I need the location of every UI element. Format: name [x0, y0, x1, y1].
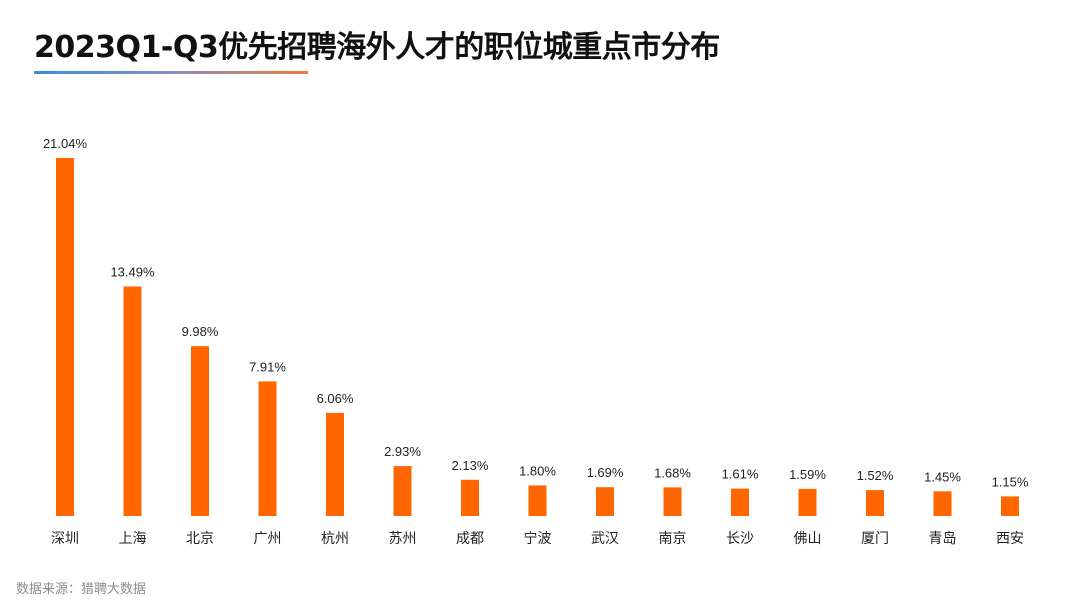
bar-value-label: 9.98% — [182, 324, 219, 339]
category-label: 杭州 — [321, 531, 349, 547]
bar-value-label: 7.91% — [249, 359, 286, 374]
bar-3 — [258, 381, 277, 516]
bar-14 — [1001, 496, 1019, 516]
bar-value-label: 1.45% — [924, 469, 961, 484]
bar-8 — [596, 487, 614, 516]
category-label: 苏州 — [389, 531, 417, 547]
bar-10 — [731, 488, 749, 516]
chart-title: 2023Q1-Q3优先招聘海外人才的职位城重点市分布 — [34, 30, 720, 65]
data-source-note: 数据来源：猎聘大数据 — [16, 582, 147, 597]
bar-7 — [528, 485, 547, 516]
category-label: 北京 — [186, 531, 214, 547]
title-underline — [34, 71, 308, 74]
bar-value-label: 1.15% — [992, 474, 1029, 489]
bar-2 — [191, 346, 209, 516]
bar-value-label: 1.52% — [857, 468, 894, 483]
category-label: 武汉 — [591, 531, 619, 547]
category-label: 上海 — [119, 531, 147, 547]
bar-value-label: 21.04% — [43, 136, 88, 151]
category-label: 佛山 — [794, 531, 822, 547]
category-label: 青岛 — [929, 531, 957, 547]
bar-value-label: 1.68% — [654, 465, 691, 480]
bar-value-label: 1.61% — [722, 467, 759, 482]
category-label: 广州 — [254, 531, 282, 547]
category-label: 南京 — [659, 531, 687, 547]
category-label: 宁波 — [524, 530, 552, 547]
category-label: 长沙 — [726, 531, 754, 547]
bar-1 — [123, 286, 142, 516]
bar-value-label: 2.13% — [452, 458, 489, 473]
bar-value-label: 1.69% — [587, 465, 624, 480]
bar-12 — [866, 490, 884, 516]
bar-value-label: 2.93% — [384, 444, 421, 459]
bar-chart: 21.04% 深圳 13.49% 上海 9.98% 北京 7.91% 广州 6.06% 杭州 2.9… — [43, 136, 1029, 547]
bar-5 — [393, 466, 412, 516]
bar-value-label: 1.59% — [789, 467, 826, 482]
category-label: 成都 — [456, 531, 484, 547]
bar-13 — [933, 491, 952, 516]
bar-6 — [461, 479, 479, 516]
category-label: 厦门 — [861, 531, 889, 547]
bar-value-label: 13.49% — [110, 265, 155, 280]
bar-value-label: 6.06% — [317, 391, 354, 406]
bar-0 — [56, 158, 74, 516]
bar-value-label: 1.80% — [519, 463, 556, 478]
category-label: 深圳 — [51, 531, 79, 547]
bar-9 — [663, 487, 682, 516]
bar-4 — [326, 412, 344, 516]
category-label: 西安 — [996, 531, 1024, 547]
bar-11 — [798, 488, 817, 516]
